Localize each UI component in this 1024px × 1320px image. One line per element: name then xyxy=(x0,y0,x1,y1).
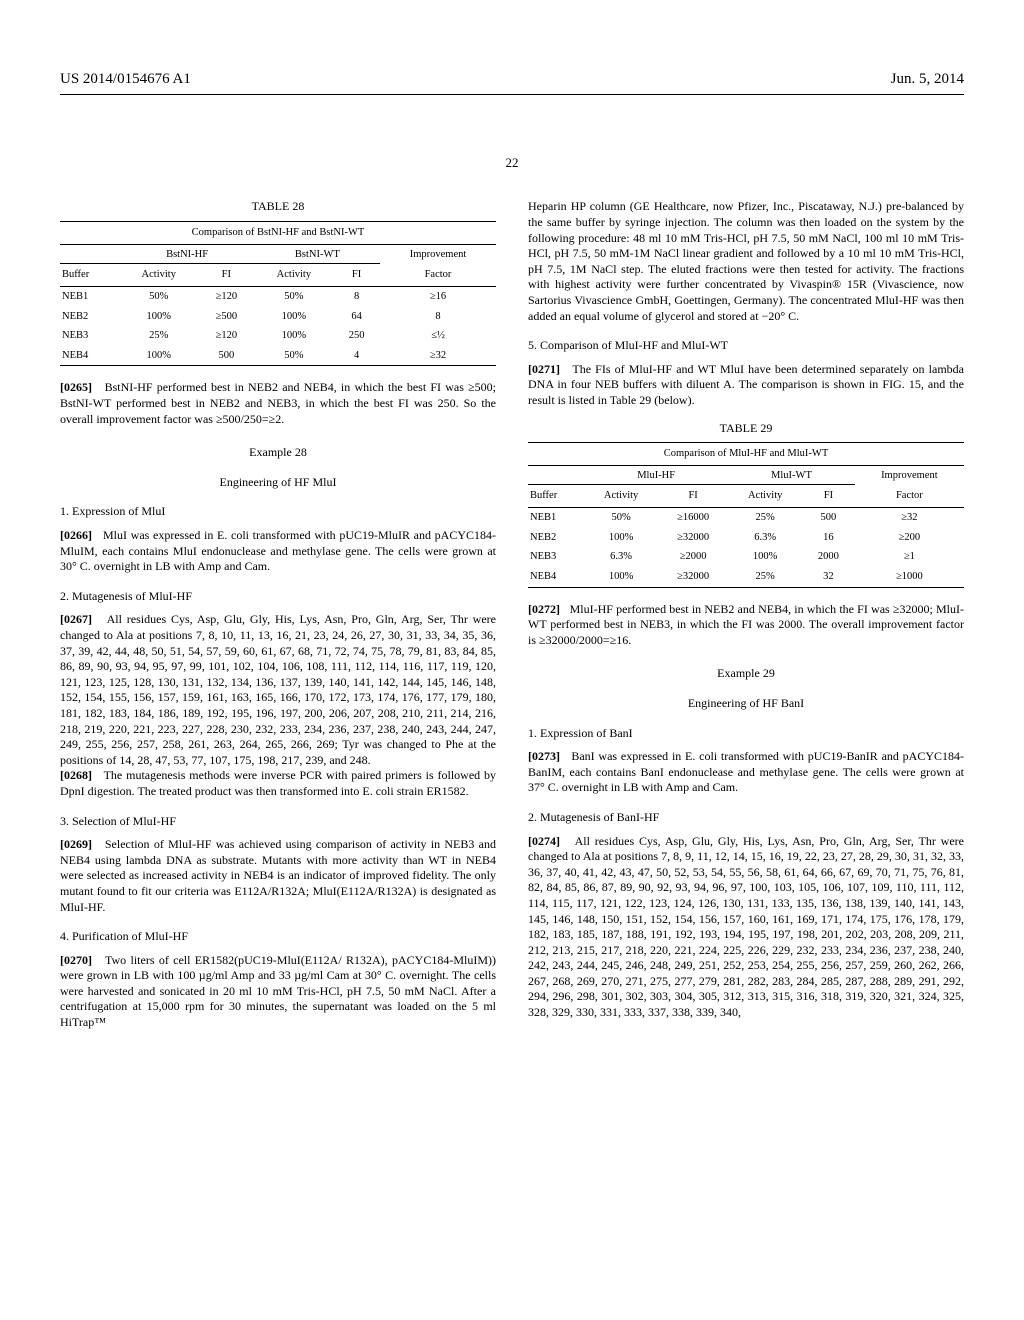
para-num: [0266] xyxy=(60,528,92,542)
para-text: Two liters of cell ER1582(pUC19-MluI(E11… xyxy=(60,953,496,1029)
example29-title: Example 29 xyxy=(528,666,964,682)
col-buffer: Buffer xyxy=(528,485,584,508)
page-number: 22 xyxy=(60,155,964,172)
para-num: [0272] xyxy=(528,602,560,616)
para-text: The mutagenesis methods were inverse PCR… xyxy=(60,768,496,798)
table-row: NEB4100%≥3200025%32≥1000 xyxy=(528,567,964,587)
col-activity: Activity xyxy=(120,264,198,287)
col-factor: Factor xyxy=(855,485,964,508)
section-heading: 4. Purification of MluI-HF xyxy=(60,929,496,945)
table29-title: Comparison of MluI-HF and MluI-WT xyxy=(528,443,964,466)
para-text: MluI-HF performed best in NEB2 and NEB4,… xyxy=(528,602,964,647)
right-column: Heparin HP column (GE Healthcare, now Pf… xyxy=(528,199,964,1030)
col-fi: FI xyxy=(802,485,855,508)
para-text: All residues Cys, Asp, Glu, Gly, His, Ly… xyxy=(528,834,964,1020)
paragraph-0274: [0274] All residues Cys, Asp, Glu, Gly, … xyxy=(528,834,964,1021)
publication-number: US 2014/0154676 A1 xyxy=(60,70,191,90)
section-heading: 1. Expression of MluI xyxy=(60,504,496,520)
table28-group2: BstNI-WT xyxy=(255,244,380,264)
paragraph-0265: [0265] BstNI-HF performed best in NEB2 a… xyxy=(60,380,496,427)
table28: Comparison of BstNI-HF and BstNI-WT BstN… xyxy=(60,221,496,366)
publication-date: Jun. 5, 2014 xyxy=(891,70,964,90)
table29-group1: MluI-HF xyxy=(584,465,728,485)
example28-title: Example 28 xyxy=(60,445,496,461)
para-num: [0268] xyxy=(60,768,92,782)
col-activity: Activity xyxy=(584,485,658,508)
col-fi: FI xyxy=(333,264,380,287)
para-num: [0267] xyxy=(60,612,92,626)
para-text: BanI was expressed in E. coli transforme… xyxy=(528,749,964,794)
table28-title: Comparison of BstNI-HF and BstNI-WT xyxy=(60,221,496,244)
table-row: NEB150%≥1600025%500≥32 xyxy=(528,508,964,528)
table29: Comparison of MluI-HF and MluI-WT MluI-H… xyxy=(528,442,964,587)
para-text: All residues Cys, Asp, Glu, Gly, His, Ly… xyxy=(60,612,496,766)
paragraph-0271: [0271] The FIs of MluI-HF and WT MluI ha… xyxy=(528,362,964,409)
col-activity: Activity xyxy=(255,264,333,287)
left-column: TABLE 28 Comparison of BstNI-HF and BstN… xyxy=(60,199,496,1030)
section-heading: 1. Expression of BanI xyxy=(528,726,964,742)
paragraph-0269: [0269] Selection of MluI-HF was achieved… xyxy=(60,837,496,915)
paragraph-0273: [0273] BanI was expressed in E. coli tra… xyxy=(528,749,964,796)
paragraph-0268: [0268] The mutagenesis methods were inve… xyxy=(60,768,496,799)
table-row: NEB2100%≥500100%648 xyxy=(60,307,496,327)
col-factor: Factor xyxy=(380,264,496,287)
table28-label: TABLE 28 xyxy=(60,199,496,215)
table28-improvement: Improvement xyxy=(380,244,496,264)
header-rule xyxy=(60,94,964,95)
table-row: NEB2100%≥320006.3%16≥200 xyxy=(528,528,964,548)
table29-label: TABLE 29 xyxy=(528,421,964,437)
col-buffer: Buffer xyxy=(60,264,120,287)
col-fi: FI xyxy=(198,264,255,287)
col-activity: Activity xyxy=(728,485,802,508)
table-row: NEB36.3%≥2000100%2000≥1 xyxy=(528,547,964,567)
paragraph-0272: [0272] MluI-HF performed best in NEB2 an… xyxy=(528,602,964,649)
content-columns: TABLE 28 Comparison of BstNI-HF and BstN… xyxy=(60,199,964,1030)
section-heading: 5. Comparison of MluI-HF and MluI-WT xyxy=(528,338,964,354)
example28-subtitle: Engineering of HF MluI xyxy=(60,475,496,491)
para-num: [0270] xyxy=(60,953,92,967)
page-header: US 2014/0154676 A1 Jun. 5, 2014 xyxy=(60,70,964,90)
section-heading: 2. Mutagenesis of BanI-HF xyxy=(528,810,964,826)
section-heading: 2. Mutagenesis of MluI-HF xyxy=(60,589,496,605)
para-num: [0271] xyxy=(528,362,560,376)
paragraph-0267: [0267] All residues Cys, Asp, Glu, Gly, … xyxy=(60,612,496,768)
table29-improvement: Improvement xyxy=(855,465,964,485)
table-row: NEB150%≥12050%8≥16 xyxy=(60,286,496,306)
paragraph-0266: [0266] MluI was expressed in E. coli tra… xyxy=(60,528,496,575)
table-row: NEB4100%50050%4≥32 xyxy=(60,346,496,366)
para-num: [0274] xyxy=(528,834,560,848)
paragraph-0270: [0270] Two liters of cell ER1582(pUC19-M… xyxy=(60,953,496,1031)
table28-group1: BstNI-HF xyxy=(120,244,255,264)
para-text: MluI was expressed in E. coli transforme… xyxy=(60,528,496,573)
table-row: NEB325%≥120100%250≤½ xyxy=(60,326,496,346)
table29-group2: MluI-WT xyxy=(728,465,855,485)
para-num: [0265] xyxy=(60,380,92,394)
para-text: Selection of MluI-HF was achieved using … xyxy=(60,837,496,913)
para-num: [0269] xyxy=(60,837,92,851)
example29-subtitle: Engineering of HF BanI xyxy=(528,696,964,712)
right-top-continuation: Heparin HP column (GE Healthcare, now Pf… xyxy=(528,199,964,324)
col-fi: FI xyxy=(658,485,728,508)
para-num: [0273] xyxy=(528,749,560,763)
para-text: BstNI-HF performed best in NEB2 and NEB4… xyxy=(60,380,496,425)
section-heading: 3. Selection of MluI-HF xyxy=(60,814,496,830)
para-text: The FIs of MluI-HF and WT MluI have been… xyxy=(528,362,964,407)
